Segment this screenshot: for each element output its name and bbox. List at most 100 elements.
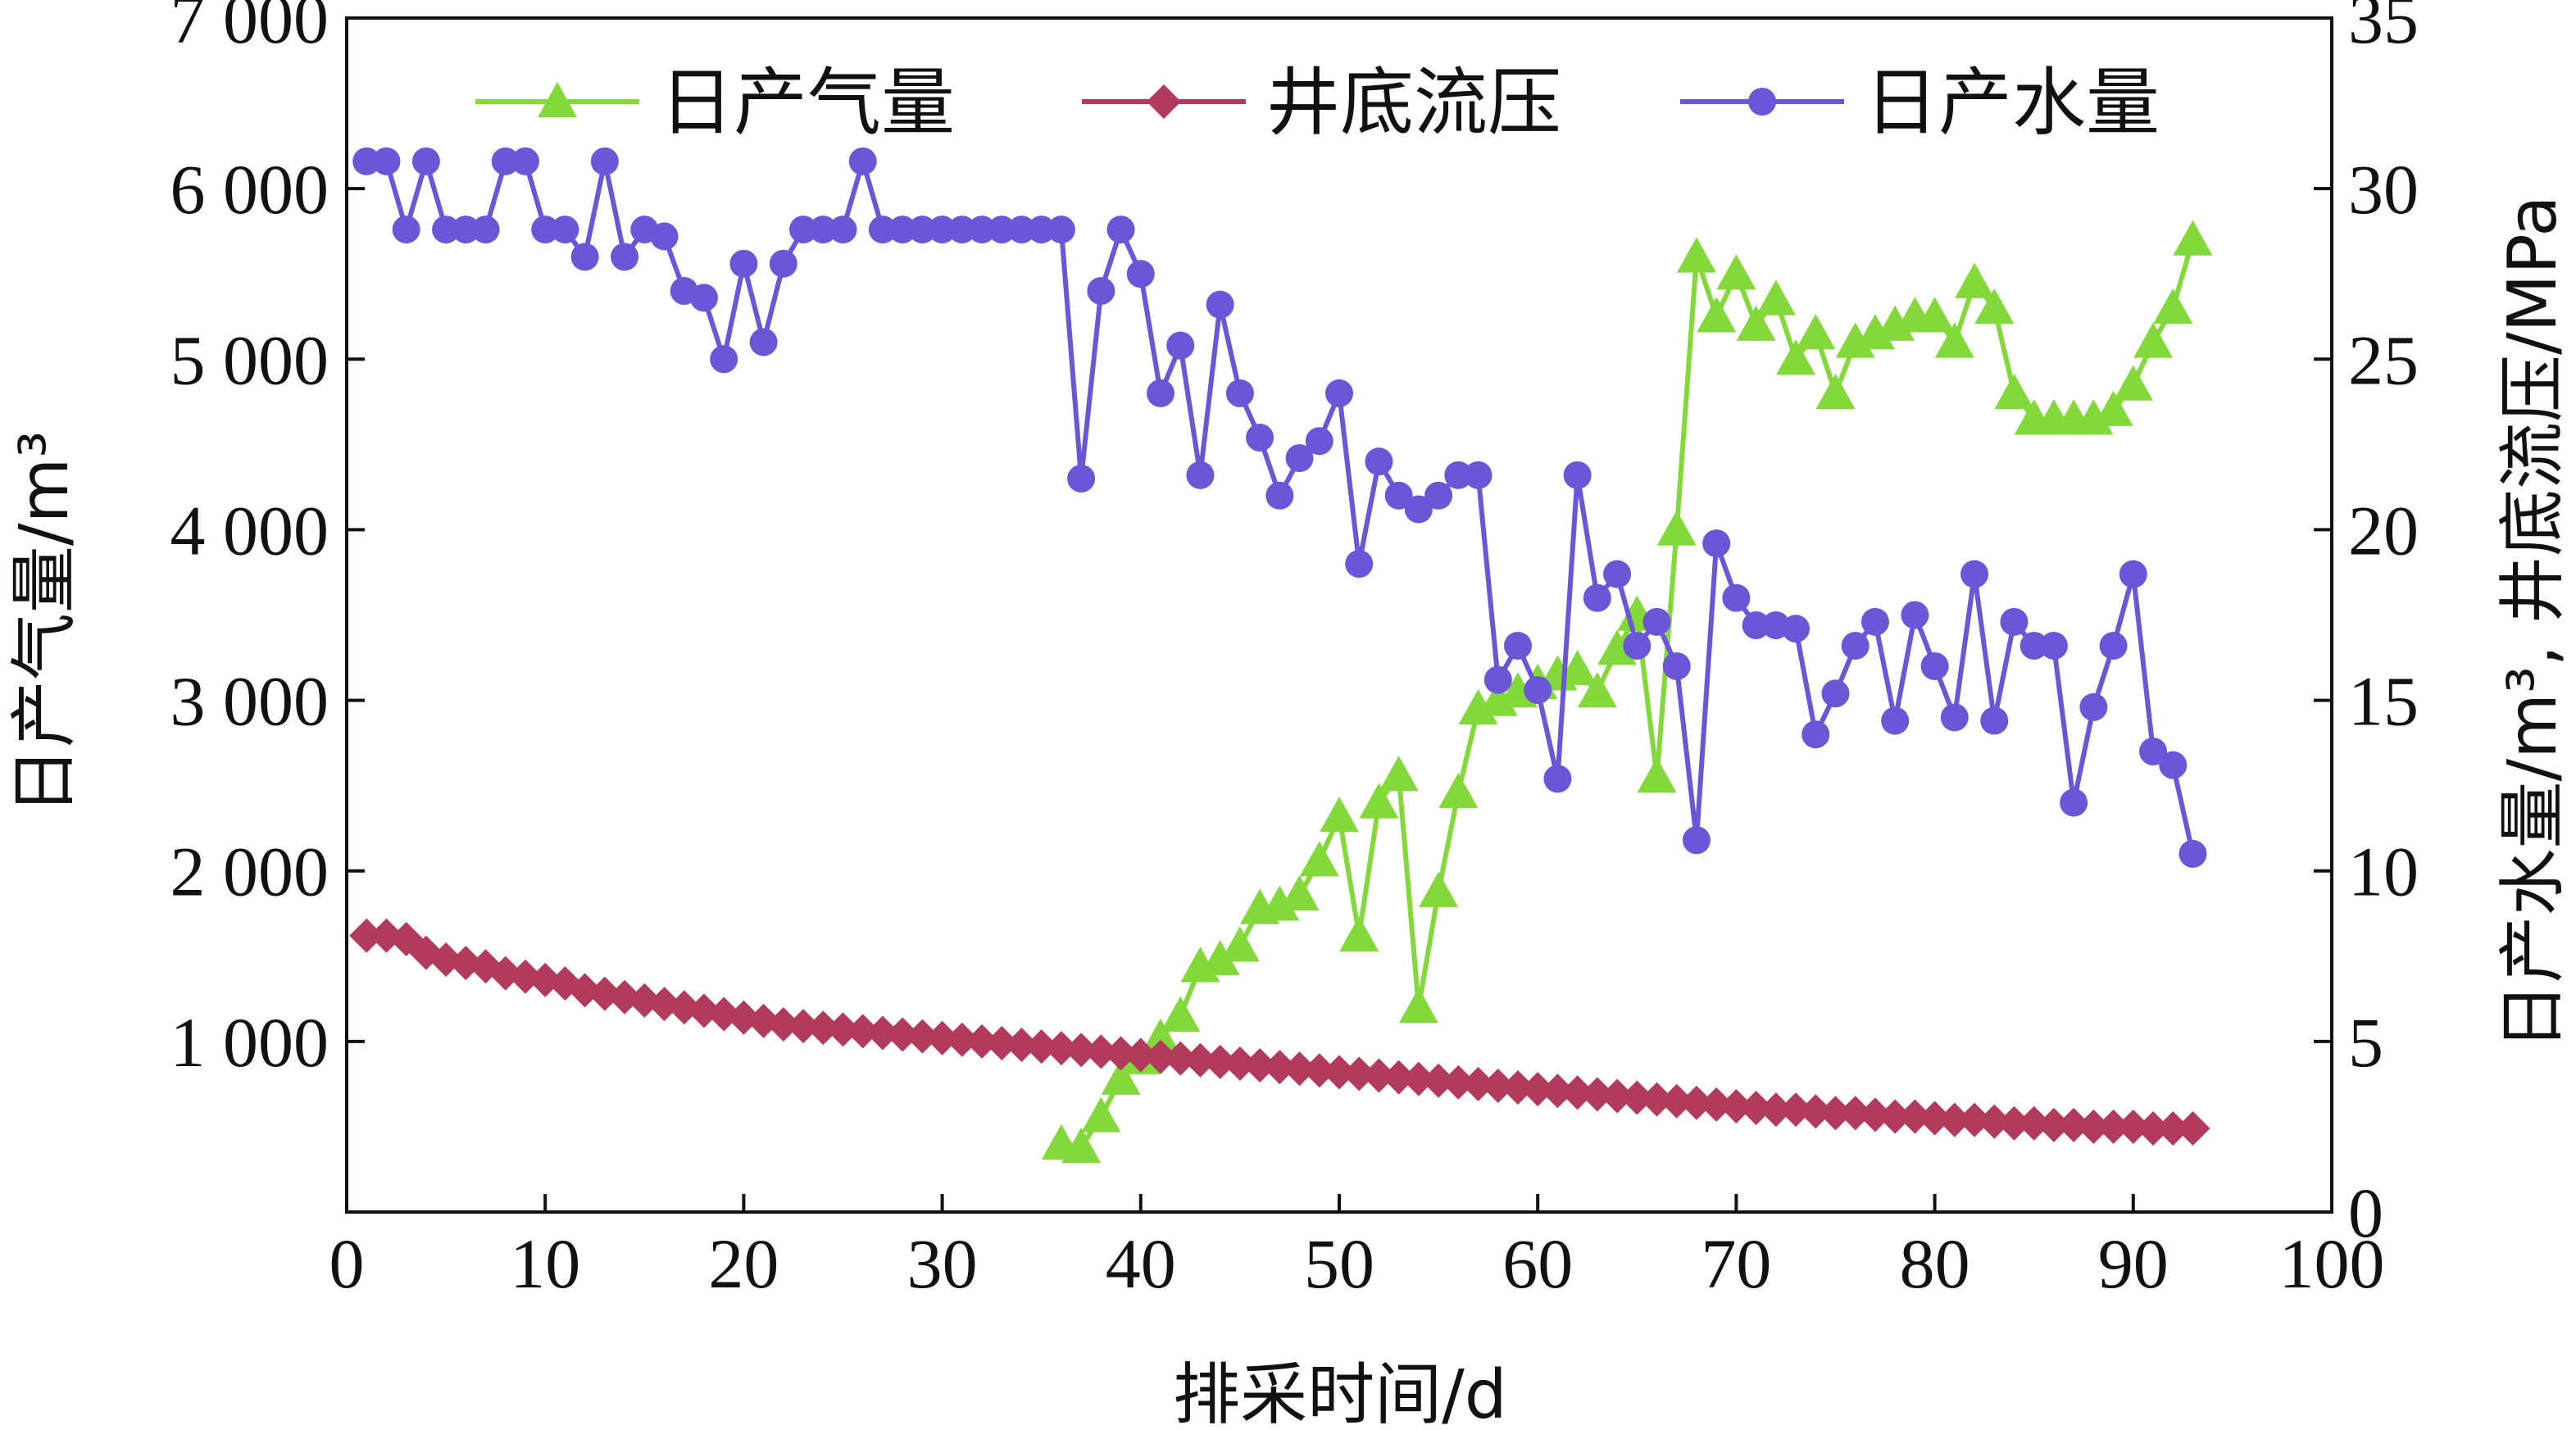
data-point	[1302, 1053, 1337, 1088]
right-y-tick-label: 5	[2348, 1003, 2383, 1082]
data-point	[1262, 1050, 1297, 1085]
data-point	[1940, 703, 1969, 732]
data-point	[710, 345, 738, 374]
data-point	[1579, 1077, 1615, 1112]
data-point	[1798, 1094, 1833, 1129]
x-tick-label: 80	[1900, 1224, 1970, 1303]
data-point	[1081, 1096, 1121, 1133]
data-point	[1103, 1036, 1138, 1071]
series-line	[366, 933, 2193, 1132]
data-point	[2016, 1105, 2051, 1141]
data-point	[1243, 1047, 1278, 1083]
data-point	[452, 216, 480, 244]
data-point	[1384, 481, 1413, 510]
data-point	[531, 216, 560, 244]
data-point	[988, 216, 1016, 244]
data-point	[1147, 379, 1175, 407]
data-point	[729, 249, 758, 278]
data-point	[1444, 461, 1473, 489]
x-tick-label: 50	[1304, 1224, 1374, 1303]
data-point	[491, 147, 520, 175]
data-point	[1401, 1061, 1436, 1096]
data-point	[1419, 871, 1459, 907]
data-point	[570, 243, 599, 271]
left-y-tick-label: 6 000	[170, 150, 329, 229]
data-point	[1279, 874, 1320, 911]
data-point	[1637, 757, 1677, 793]
data-point	[1656, 510, 1697, 546]
data-point	[1957, 1102, 1992, 1137]
data-point	[905, 1019, 940, 1054]
data-point	[1305, 427, 1333, 456]
data-point	[1977, 1104, 2012, 1139]
plot-border	[345, 16, 2333, 1214]
data-point	[1960, 560, 1989, 588]
data-point	[1821, 679, 1850, 708]
data-point	[749, 328, 778, 356]
data-point	[1421, 1063, 1456, 1098]
data-point	[1322, 1055, 1356, 1090]
data-point	[1441, 1065, 1476, 1100]
data-point	[1161, 996, 1201, 1032]
data-point	[2178, 839, 2207, 868]
data-point	[2096, 1109, 2131, 1144]
data-point	[1424, 481, 1453, 510]
data-point	[1915, 297, 1955, 333]
data-point	[1801, 720, 1830, 749]
data-point	[352, 147, 381, 175]
data-point	[1782, 615, 1810, 643]
data-point	[1126, 260, 1155, 288]
series-3	[352, 147, 2207, 868]
data-point	[1166, 331, 1195, 360]
legend-marker	[1147, 84, 1181, 119]
data-point	[1779, 1092, 1814, 1128]
data-point	[1577, 672, 1617, 708]
data-point	[511, 147, 539, 175]
data-point	[786, 1009, 821, 1044]
data-point	[611, 243, 639, 271]
legend-marker	[538, 82, 577, 118]
data-point	[1345, 550, 1374, 579]
left-y-tick-label: 3 000	[170, 662, 329, 741]
data-point	[1480, 1068, 1515, 1103]
data-point	[1206, 290, 1234, 319]
data-point	[1758, 1092, 1793, 1128]
data-point	[2175, 1111, 2210, 1146]
data-point	[1361, 1058, 1397, 1093]
data-point	[789, 216, 818, 244]
data-point	[1659, 1083, 1694, 1119]
data-point	[1246, 424, 1274, 452]
data-point	[1202, 1044, 1238, 1079]
data-point	[1603, 560, 1632, 588]
data-point	[2039, 631, 2068, 660]
data-point	[551, 216, 579, 244]
data-point	[1381, 1060, 1416, 1095]
data-point	[1838, 1096, 1873, 1131]
data-point	[1697, 297, 1737, 333]
data-point	[2076, 1109, 2111, 1144]
data-point	[1997, 1105, 2032, 1141]
data-point	[1282, 1051, 1317, 1087]
data-point	[1897, 1099, 1933, 1134]
data-point	[984, 1025, 1020, 1060]
data-point	[1719, 1088, 1754, 1124]
data-point	[1024, 1029, 1059, 1065]
data-point	[1007, 216, 1036, 244]
data-point	[1520, 1072, 1556, 1107]
data-point	[1183, 1042, 1218, 1078]
series-layer	[349, 147, 2213, 1164]
data-point	[1702, 529, 1731, 558]
data-point	[432, 216, 461, 244]
data-point	[944, 1022, 979, 1057]
data-point	[1047, 216, 1075, 244]
data-point	[1524, 676, 1552, 705]
x-axis-title: 排采时间/d	[1173, 1356, 1507, 1430]
data-point	[1365, 447, 1393, 476]
data-point	[1742, 611, 1770, 639]
left-y-axis-title: 日产气量/m³	[6, 431, 84, 815]
data-point	[885, 1017, 920, 1052]
data-point	[1503, 631, 1532, 660]
data-point	[1543, 765, 1572, 793]
data-point	[2153, 288, 2193, 325]
right-y-tick-label: 0	[2348, 1174, 2383, 1252]
